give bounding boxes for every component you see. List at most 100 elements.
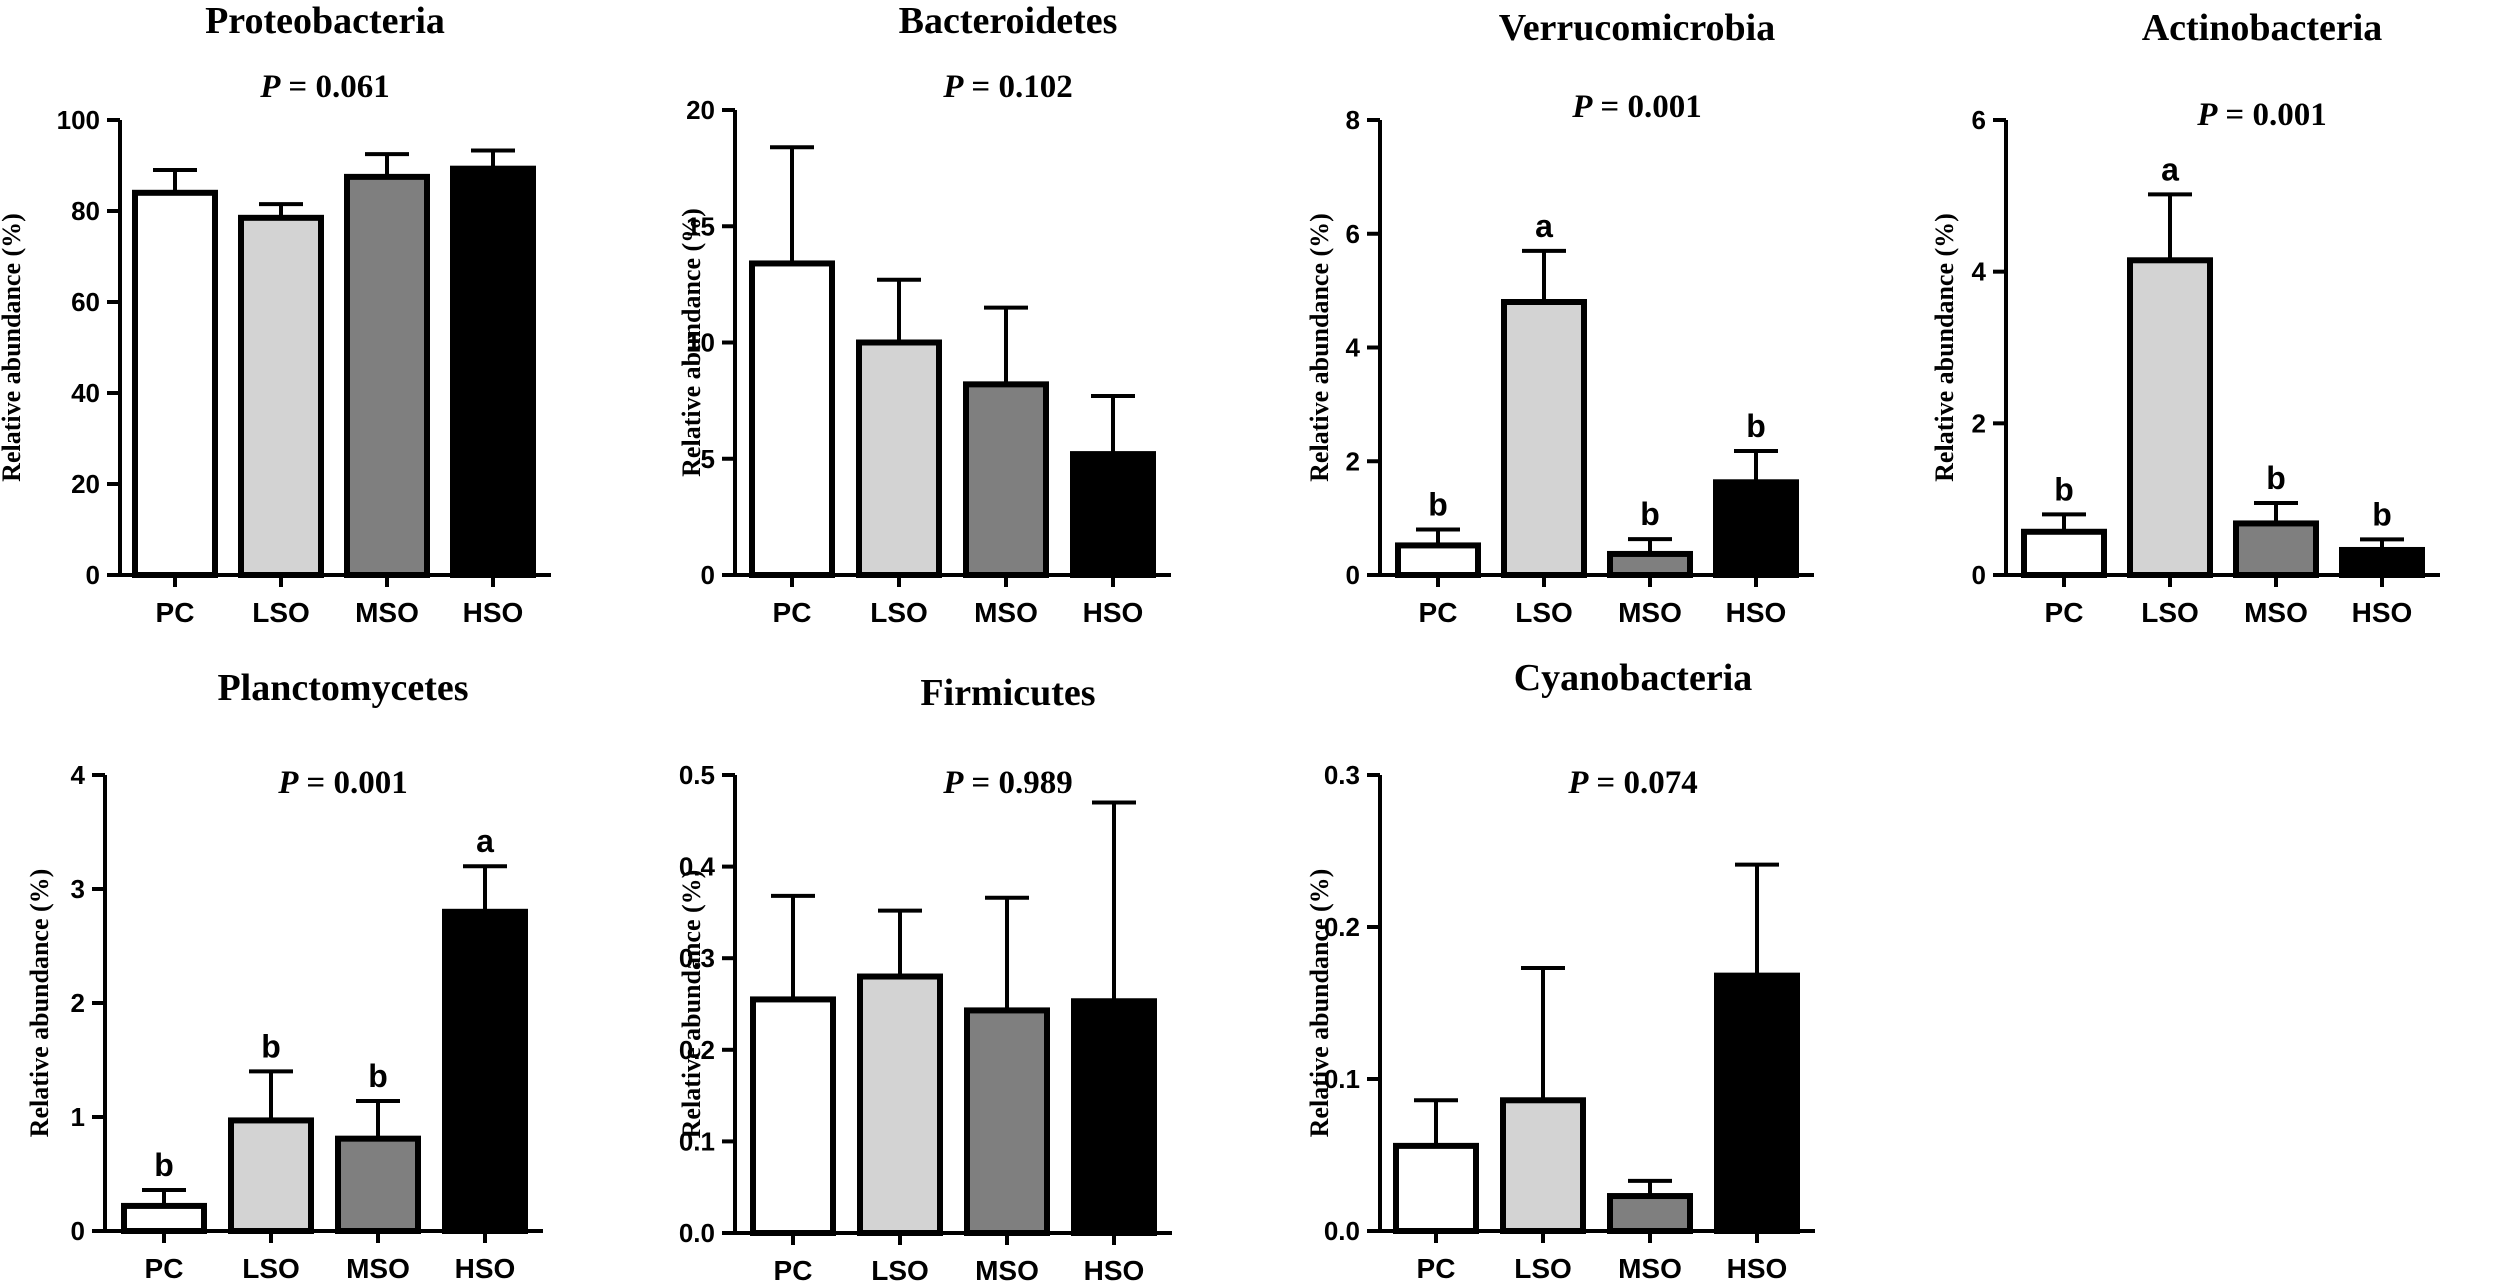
y-tick-label: 0.3 [1324,760,1360,790]
x-tick-label: LSO [871,1255,929,1284]
y-tick-label: 60 [71,287,100,317]
p-symbol: P [1571,89,1593,125]
bar-lso [1500,1097,1586,1235]
x-tick-label: LSO [2141,597,2199,628]
bar-lso [856,339,942,578]
y-tick-label: 4 [71,760,86,790]
x-tick-label: MSO [1618,597,1682,628]
significance-letter: b [2372,496,2392,532]
chart-title: Firmicutes [920,672,1095,714]
bar-lso [238,214,324,578]
x-tick-label: PC [773,597,812,628]
y-axis-label: Relative abundance (%) [677,870,706,1139]
x-tick-label: MSO [355,597,419,628]
x-tick-label: LSO [1515,597,1573,628]
chart-title: Cyanobacteria [1514,657,1753,699]
x-tick-label: MSO [975,1255,1039,1284]
bar-pc [1393,1142,1479,1235]
y-axis-label: Relative abundance (%) [1930,213,1959,482]
bar-hso [1714,972,1800,1235]
x-tick-label: PC [2045,597,2084,628]
bar-mso [2233,520,2319,579]
x-tick-label: PC [145,1253,184,1284]
bar-pc [121,1202,207,1235]
p-symbol: P [1567,765,1589,801]
y-tick-label: 15 [686,211,715,241]
x-tick-label: HSO [1726,597,1787,628]
x-tick-label: PC [1417,1253,1456,1284]
y-tick-label: 0.2 [679,1035,715,1065]
p-symbol: P [2196,97,2218,133]
y-tick-label: 0.2 [1324,912,1360,942]
y-tick-label: 5 [701,444,715,474]
x-tick-label: HSO [463,597,524,628]
panel-actinobacteria: Actinobacteria P = 0.001 Relative abundance… [1930,7,2440,628]
significance-letter: b [1640,496,1660,532]
p-value: = 0.001 [1600,89,1701,125]
bar-mso [964,1007,1050,1236]
significance-letter: b [2054,471,2074,507]
x-tick-label: HSO [455,1253,516,1284]
significance-letter: b [2266,460,2286,496]
y-tick-label: 0.0 [1324,1216,1360,1246]
p-value-label: P = 0.001 [277,765,407,801]
y-tick-label: 10 [686,328,715,358]
significance-letter: a [2161,151,2179,187]
y-tick-label: 4 [1346,333,1361,363]
bar-hso [1713,479,1799,579]
p-value-label: P = 0.061 [259,69,389,105]
x-tick-label: MSO [2244,597,2308,628]
panel-firmicutes: Firmicutes P = 0.989 Relative abundance (%)… [677,672,1172,1284]
y-axis-label: Relative abundance (%) [677,208,706,477]
y-tick-label: 0.5 [679,760,715,790]
bar-pc [132,189,218,579]
significance-letter: b [1746,408,1766,444]
y-tick-label: 80 [71,196,100,226]
p-value: = 0.074 [1596,765,1697,801]
chart-panels: Proteobacteria P = 0.061 Relative abundance… [0,0,2440,1284]
p-value-label: P = 0.001 [2196,97,2326,133]
x-tick-label: MSO [974,597,1038,628]
y-tick-label: 100 [57,105,100,135]
x-tick-label: HSO [1727,1253,1788,1284]
p-value: = 0.001 [306,765,407,801]
panel-cyanobacteria: Cyanobacteria P = 0.074 Relative abundance … [1305,657,1815,1284]
panel-proteobacteria: Proteobacteria P = 0.061 Relative abundance… [0,0,551,628]
bar-lso [1501,299,1587,578]
y-tick-label: 2 [71,988,85,1018]
bar-pc [749,260,835,578]
bar-hso [442,908,528,1234]
y-tick-label: 0 [86,560,100,590]
y-tick-label: 0.3 [679,943,715,973]
y-tick-label: 0 [1972,560,1986,590]
significance-letter: a [476,823,494,859]
panel-bacteroidetes: Bacteroidetes P = 0.102 Relative abundance … [677,0,1171,628]
chart-title: Planctomycetes [217,667,468,709]
p-value-label: P = 0.102 [942,69,1072,105]
y-axis-label: Relative abundance (%) [1305,869,1334,1138]
x-tick-label: HSO [1083,597,1144,628]
bar-mso [1607,550,1693,578]
y-tick-label: 0 [1346,560,1360,590]
x-tick-label: MSO [1618,1253,1682,1284]
x-tick-label: HSO [1084,1255,1145,1284]
y-tick-label: 0.4 [679,852,716,882]
significance-letter: b [368,1058,388,1094]
chart-title: Proteobacteria [205,0,445,42]
p-value-label: P = 0.989 [942,765,1072,801]
bar-mso [1607,1193,1693,1235]
y-tick-label: 8 [1346,105,1360,135]
bar-lso [857,973,943,1237]
p-value-label: P = 0.001 [1571,89,1701,125]
y-tick-label: 0.1 [1324,1064,1360,1094]
bar-pc [1395,542,1481,578]
p-symbol: P [942,69,964,105]
x-tick-label: LSO [870,597,928,628]
y-tick-label: 40 [71,378,100,408]
p-value: = 0.989 [971,765,1072,801]
significance-letter: b [154,1147,174,1183]
bar-pc [750,996,836,1236]
x-tick-label: MSO [346,1253,410,1284]
x-tick-label: PC [774,1255,813,1284]
